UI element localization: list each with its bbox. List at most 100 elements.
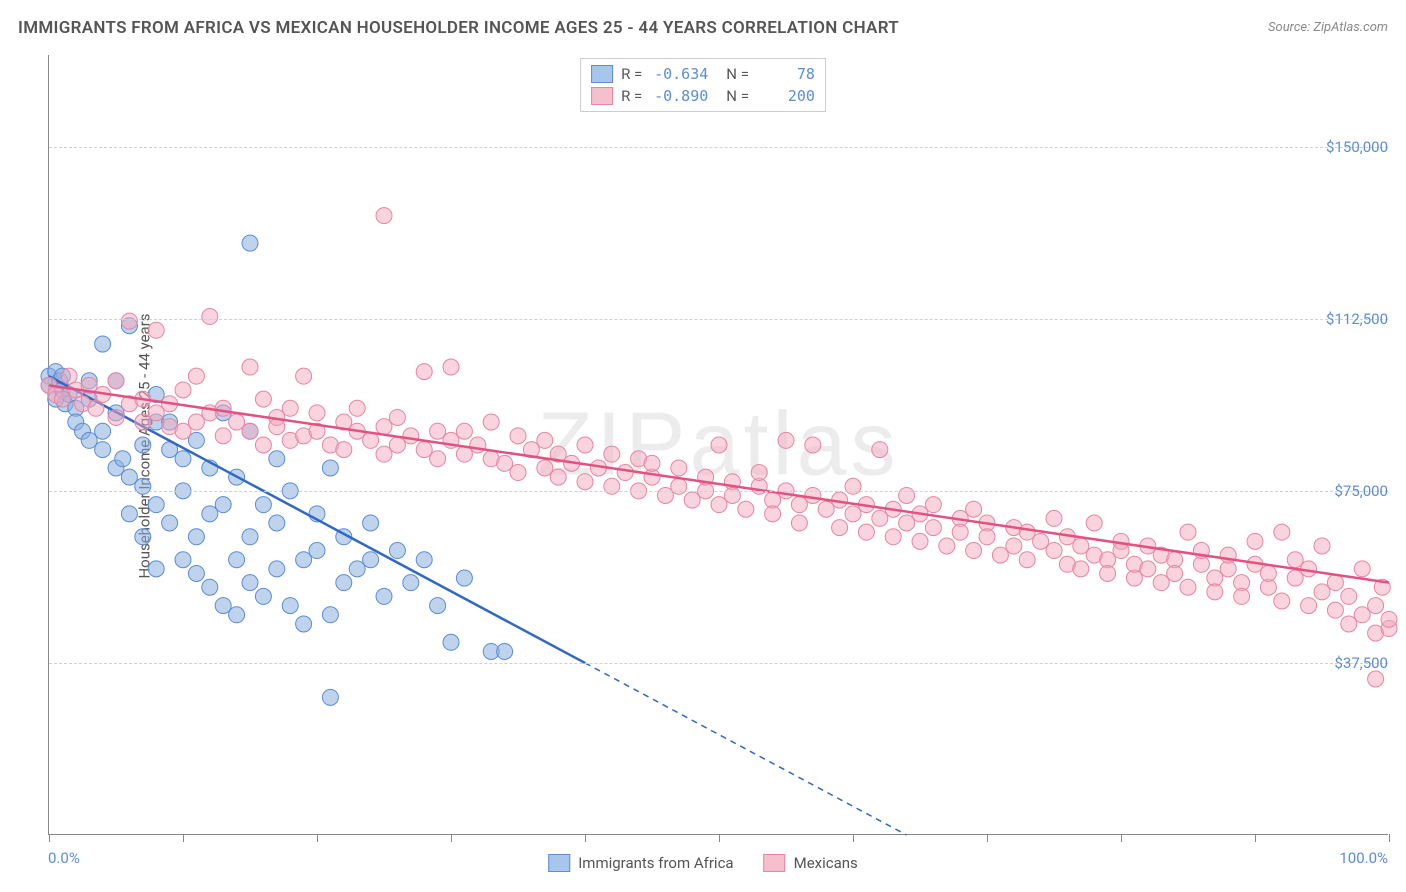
scatter-point-mexicans [389, 437, 405, 453]
source-attribution: Source: ZipAtlas.com [1268, 20, 1388, 35]
scatter-point-mexicans [470, 437, 486, 453]
scatter-point-mexicans [791, 515, 807, 531]
scatter-point-mexicans [577, 474, 593, 490]
r-label: R = [621, 87, 642, 105]
legend-swatch [591, 65, 613, 83]
scatter-point-mexicans [376, 419, 392, 435]
scatter-point-mexicans [1046, 510, 1062, 526]
scatter-point-mexicans [242, 423, 258, 439]
scatter-point-mexicans [805, 487, 821, 503]
grid-line [49, 491, 1388, 492]
scatter-point-mexicans [791, 497, 807, 513]
scatter-point-mexicans [818, 501, 834, 517]
scatter-point-mexicans [1368, 671, 1384, 687]
scatter-point-mexicans [671, 478, 687, 494]
scatter-point-mexicans [537, 460, 553, 476]
scatter-point-mexicans [684, 492, 700, 508]
scatter-point-mexicans [175, 423, 191, 439]
grid-line [49, 663, 1388, 664]
legend-item: Mexicans [764, 854, 858, 872]
scatter-point-africa [416, 552, 432, 568]
scatter-point-mexicans [242, 359, 258, 375]
scatter-point-africa [95, 423, 111, 439]
scatter-point-mexicans [309, 405, 325, 421]
scatter-point-mexicans [1327, 602, 1343, 618]
grid-line [49, 319, 1388, 320]
r-label: R = [621, 65, 642, 83]
y-tick-label: $37,500 [1334, 654, 1388, 672]
scatter-point-mexicans [966, 501, 982, 517]
scatter-point-africa [135, 529, 151, 545]
scatter-point-mexicans [872, 510, 888, 526]
scatter-point-mexicans [979, 529, 995, 545]
legend-swatch [764, 854, 786, 872]
scatter-point-africa [115, 451, 131, 467]
scatter-point-mexicans [1153, 575, 1169, 591]
scatter-point-mexicans [456, 423, 472, 439]
scatter-point-africa [296, 552, 312, 568]
legend-rn-row: R =-0.634N =78 [591, 63, 815, 85]
x-axis-max-label: 100.0% [1339, 849, 1388, 867]
scatter-point-mexicans [1314, 538, 1330, 554]
x-tick [1255, 834, 1256, 842]
scatter-point-mexicans [54, 391, 70, 407]
scatter-point-africa [215, 598, 231, 614]
scatter-point-africa [121, 506, 137, 522]
scatter-point-mexicans [617, 465, 633, 481]
scatter-point-mexicans [1180, 524, 1196, 540]
scatter-point-africa [497, 643, 513, 659]
scatter-point-mexicans [1260, 565, 1276, 581]
x-tick [853, 834, 854, 842]
x-axis-min-label: 0.0% [48, 849, 80, 867]
scatter-point-africa [188, 529, 204, 545]
x-tick [1121, 834, 1122, 842]
scatter-point-mexicans [751, 465, 767, 481]
scatter-point-africa [175, 451, 191, 467]
scatter-point-mexicans [966, 543, 982, 559]
scatter-point-mexicans [1019, 552, 1035, 568]
scatter-point-africa [403, 575, 419, 591]
legend-label: Mexicans [794, 854, 858, 872]
scatter-point-mexicans [805, 437, 821, 453]
scatter-point-africa [135, 478, 151, 494]
chart-container: IMMIGRANTS FROM AFRICA VS MEXICAN HOUSEH… [0, 0, 1406, 892]
legend-correlation: R =-0.634N =78R =-0.890N =200 [580, 58, 826, 112]
scatter-point-mexicans [108, 373, 124, 389]
scatter-point-africa [269, 515, 285, 531]
scatter-point-africa [443, 634, 459, 650]
scatter-point-mexicans [443, 359, 459, 375]
scatter-point-mexicans [1100, 565, 1116, 581]
scatter-point-mexicans [1274, 524, 1290, 540]
scatter-point-mexicans [1301, 598, 1317, 614]
scatter-point-africa [188, 565, 204, 581]
scatter-point-mexicans [497, 455, 513, 471]
x-tick [719, 834, 720, 842]
scatter-point-mexicans [1073, 538, 1089, 554]
scatter-point-africa [242, 529, 258, 545]
scatter-point-mexicans [376, 446, 392, 462]
scatter-point-mexicans [389, 409, 405, 425]
scatter-point-mexicans [724, 487, 740, 503]
scatter-point-mexicans [1287, 570, 1303, 586]
scatter-point-africa [202, 579, 218, 595]
scatter-point-africa [215, 497, 231, 513]
n-value: 200 [757, 87, 815, 105]
scatter-point-mexicans [778, 432, 794, 448]
scatter-point-mexicans [1341, 588, 1357, 604]
scatter-point-mexicans [255, 391, 271, 407]
scatter-point-mexicans [188, 414, 204, 430]
scatter-point-mexicans [604, 446, 620, 462]
y-tick-label: $112,500 [1326, 310, 1388, 328]
chart-title: IMMIGRANTS FROM AFRICA VS MEXICAN HOUSEH… [18, 18, 899, 38]
scatter-point-africa [175, 552, 191, 568]
y-tick-label: $75,000 [1334, 482, 1388, 500]
scatter-point-africa [95, 442, 111, 458]
legend-label: Immigrants from Africa [578, 854, 733, 872]
scatter-point-africa [188, 432, 204, 448]
scatter-point-mexicans [188, 368, 204, 384]
x-tick [183, 834, 184, 842]
scatter-point-mexicans [483, 414, 499, 430]
scatter-point-mexicans [1341, 616, 1357, 632]
scatter-point-africa [322, 689, 338, 705]
scatter-point-mexicans [765, 506, 781, 522]
